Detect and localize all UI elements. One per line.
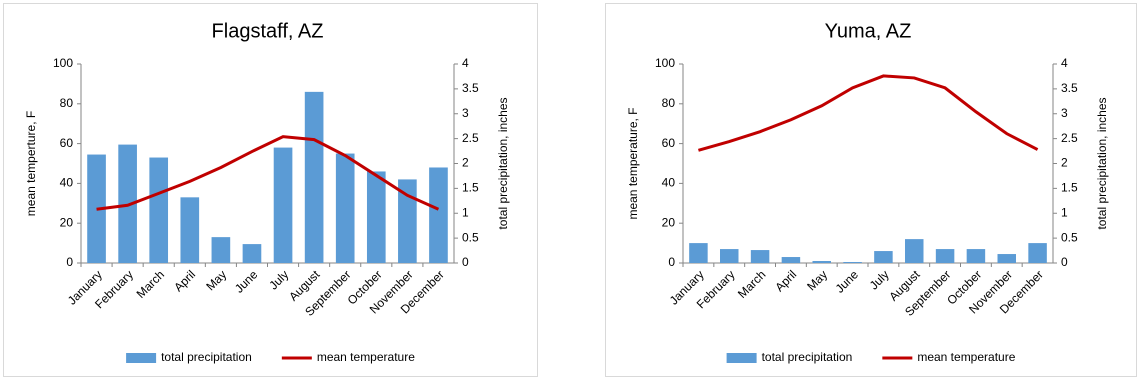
y-tick-label: 80 [662,96,676,110]
x-tick-label: April [171,267,198,294]
bar [750,250,770,263]
chart: Yuma, AZ 0 20 40 60 80 100 0 0.5 1 1.5 2 2.5 3 3.5 4 mea… [605,3,1137,377]
bar [812,261,831,263]
y-tick-label: 60 [60,136,74,150]
bar [997,254,1016,263]
bar [781,257,801,263]
chart-title: Yuma, AZ [825,20,912,42]
bar [242,244,262,263]
y-tick-label: 40 [60,176,74,190]
y-tick-label: 0 [66,255,73,269]
bar [935,249,955,263]
bar [211,237,231,263]
bar [149,157,169,263]
y2-tick-label: 3.5 [462,81,479,95]
y2-axis-label: total precipitation, inches [496,97,510,229]
y2-tick-label: 4 [1061,56,1068,70]
y-tick-label: 100 [53,56,73,70]
x-tick-label: June [232,267,261,296]
y-tick-label: 40 [662,176,676,190]
x-tick-label: March [735,267,768,300]
y-axis-label: mean temperture, F [24,111,38,216]
x-tick-label: April [772,267,799,294]
legend-label: total precipitation [161,350,252,364]
legend-label: mean temperature [317,350,415,364]
y-tick-label: 20 [60,215,74,229]
x-tick-label: May [203,267,229,293]
bar [335,153,355,263]
legend-label: total precipitation [762,350,853,364]
legend-label: mean temperature [917,350,1015,364]
bar [905,239,924,263]
bar [398,179,417,263]
y2-tick-label: 2.5 [462,131,479,145]
y-tick-label: 0 [668,255,675,269]
y2-tick-label: 1 [462,205,469,219]
bar [366,171,386,263]
chart: Flagstaff, AZ 0 20 40 60 80 100 0 0.5 1 1.5 2 2.5 3 3.… [3,3,538,377]
y-tick-label: 20 [662,215,676,229]
line [698,74,1039,152]
y2-tick-label: 4 [462,56,469,70]
y2-tick-label: 2.5 [1061,131,1078,145]
bar [720,249,739,263]
y-axis-label: mean temperature, F [626,107,640,219]
y-tick-label: 60 [662,136,676,150]
y2-tick-label: 0.5 [462,230,479,244]
y2-tick-label: 3 [1061,106,1068,120]
x-tick-label: July [867,267,892,292]
bar [273,147,293,263]
y2-axis-label: total precipitation, inches [1095,97,1109,229]
x-tick-label: July [266,267,291,292]
y2-tick-label: 1.5 [462,181,479,195]
chart-title: Flagstaff, AZ [212,20,324,42]
x-tick-label: March [134,267,167,300]
y2-tick-label: 2 [1061,156,1068,170]
y2-tick-label: 0 [1061,255,1068,269]
y2-tick-label: 2 [462,156,469,170]
bar [843,262,862,263]
legend-swatch [726,353,757,363]
bar [966,249,986,263]
y-tick-label: 80 [60,96,74,110]
bar [689,243,708,263]
bar [1028,243,1047,263]
x-tick-label: May [804,267,830,293]
y2-tick-label: 3 [462,106,469,120]
bar [304,91,324,263]
legend-swatch [126,353,157,363]
bar [429,167,448,263]
y2-tick-label: 3.5 [1061,81,1078,95]
y2-tick-label: 0 [462,255,469,269]
x-tick-label: June [833,267,862,296]
y-tick-label: 100 [655,56,675,70]
y2-tick-label: 1.5 [1061,181,1078,195]
y2-tick-label: 1 [1061,205,1068,219]
line [96,135,440,211]
y2-tick-label: 0.5 [1061,230,1078,244]
bar [180,197,200,263]
bar [874,251,893,263]
